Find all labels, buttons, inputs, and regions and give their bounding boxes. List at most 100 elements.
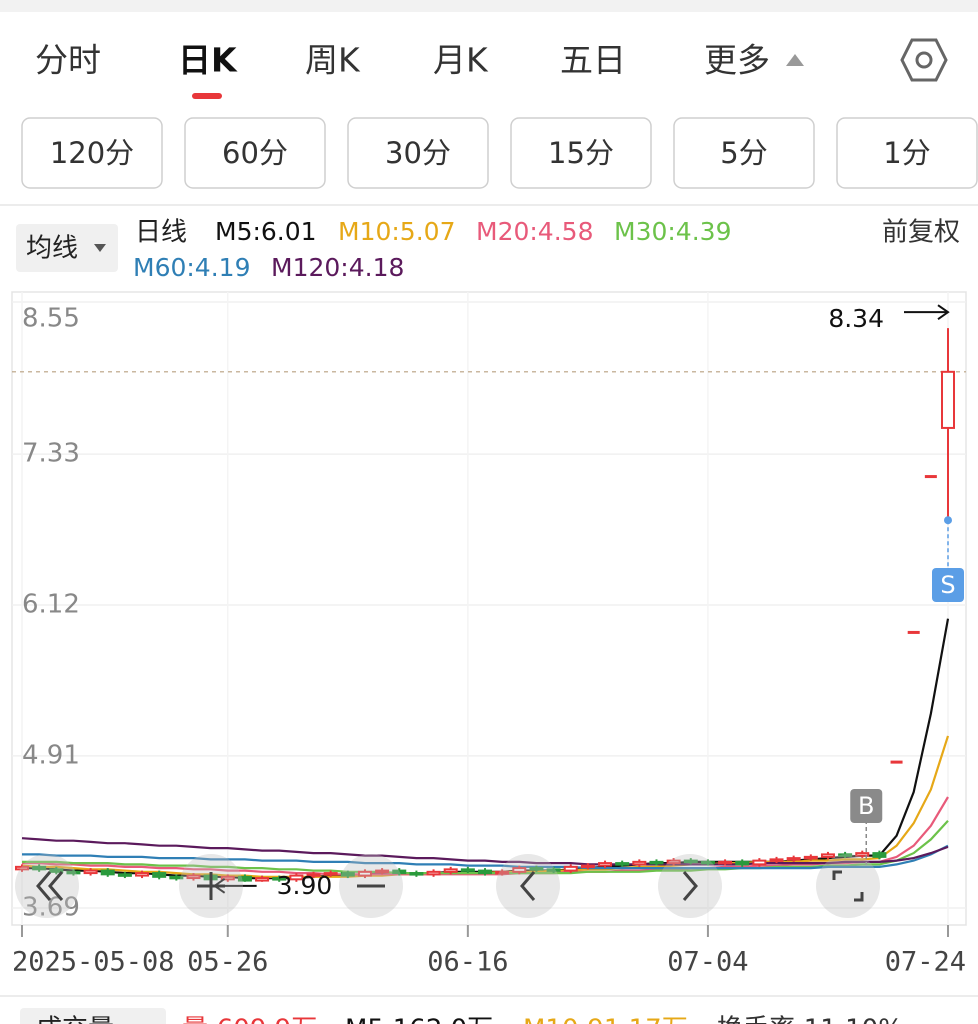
- candle-body: [409, 872, 424, 876]
- volume-selector-label: 成交量: [36, 1015, 114, 1024]
- candle-body: [220, 875, 235, 881]
- marker-dot: [944, 516, 952, 525]
- x-tick-label: 05-26: [187, 947, 268, 978]
- interval-label: 5分: [720, 136, 767, 170]
- x-tick-label: 07-04: [667, 947, 748, 978]
- candle-body: [786, 857, 801, 861]
- candle-layer: [15, 328, 955, 882]
- tab-indicator: [192, 93, 222, 99]
- x-tick-label: 06-16: [427, 947, 508, 978]
- candle-body: [615, 862, 630, 866]
- volume-stat: 换手率:11.10%: [717, 1015, 903, 1024]
- candle-body: [443, 868, 458, 873]
- candle-body: [323, 872, 338, 876]
- adjust-label[interactable]: 前复权: [882, 218, 960, 248]
- candle-body: [718, 860, 733, 865]
- nav-first[interactable]: [15, 854, 79, 918]
- settings-icon[interactable]: [900, 38, 948, 82]
- y-tick-label: 4.91: [22, 740, 80, 770]
- trade-marker-label: S: [940, 571, 955, 599]
- grid-layer: 3.69 4.91 6.12 7.33 8.55 2025-05-08 05-26 06-16…: [12, 292, 966, 978]
- interval-button[interactable]: [347, 117, 489, 189]
- candle-body: [49, 868, 64, 873]
- candle-body: [340, 872, 355, 877]
- candle-body: [272, 877, 287, 881]
- nav-button: [816, 854, 880, 918]
- nav-next[interactable]: [658, 854, 722, 918]
- tab[interactable]: 更多: [704, 41, 770, 80]
- tab[interactable]: 分时: [35, 41, 101, 80]
- chart-frame: [11, 291, 967, 926]
- nav-zoom-out[interactable]: [339, 854, 403, 918]
- candle-body: [546, 868, 561, 872]
- volume-stat: M5:162.0万: [345, 1015, 493, 1024]
- gear-hole: [915, 51, 933, 69]
- candle-body: [117, 873, 132, 877]
- candle-body: [820, 853, 835, 858]
- interval-label: 15分: [548, 136, 614, 170]
- volume-stat: 量:609.9万: [182, 1015, 317, 1024]
- candle-body: [941, 370, 955, 429]
- candle-body: [580, 864, 595, 869]
- candle-body: [683, 859, 698, 864]
- nav-button: [15, 854, 79, 918]
- ma-line: [21, 735, 950, 878]
- interval-button[interactable]: [184, 117, 326, 189]
- nav-icon: [36, 871, 64, 901]
- gear-hex: [900, 38, 948, 82]
- interval-button[interactable]: [673, 117, 815, 189]
- candle-body: [752, 859, 767, 866]
- y-tick-label: 6.12: [22, 590, 80, 620]
- x-tick-label: 07-24: [885, 947, 966, 978]
- nav-zoom-in[interactable]: [179, 854, 243, 918]
- trade-marker: [850, 789, 883, 823]
- ma-layer: [21, 618, 950, 880]
- annotation-arrowhead: [937, 304, 950, 321]
- ma-line: [22, 618, 950, 880]
- ma-selector-arrow: [94, 244, 106, 252]
- volume-stat: M10:91.17万: [523, 1015, 688, 1024]
- tab[interactable]: 月K: [433, 41, 489, 80]
- trade-marker: [932, 568, 964, 602]
- tab[interactable]: 日K: [178, 41, 238, 80]
- candle-body: [375, 869, 390, 874]
- nav-button: [496, 854, 560, 918]
- candle-body: [152, 872, 167, 878]
- candle-body: [306, 873, 321, 877]
- y-tick-label: 3.69: [22, 893, 80, 923]
- nav-prev[interactable]: [496, 854, 560, 918]
- nav-overlay: [15, 854, 880, 918]
- nav-icon: [832, 870, 864, 902]
- candle-body: [924, 475, 937, 479]
- more-arrow[interactable]: [786, 54, 804, 66]
- nav-fullscreen[interactable]: [816, 854, 880, 918]
- legend-entry: M10:5.07: [338, 217, 455, 246]
- candle-body: [890, 760, 903, 764]
- legend-entry: M20:4.58: [476, 217, 593, 246]
- candle-body: [100, 869, 115, 876]
- interval-button[interactable]: [21, 117, 163, 189]
- ma-selector[interactable]: [16, 224, 118, 272]
- x-tick-label: 2025-05-08: [12, 947, 175, 978]
- volume-selector[interactable]: [20, 1008, 166, 1024]
- ma-selector-label: 均线: [26, 234, 78, 264]
- period-label: 日线: [135, 218, 187, 248]
- interval-button[interactable]: [510, 117, 652, 189]
- candle-body: [769, 858, 784, 862]
- candle-body: [169, 875, 184, 880]
- candle-body: [598, 862, 613, 867]
- legend-entry: M30:4.39: [614, 217, 731, 246]
- y-tick-label: 8.55: [22, 304, 80, 334]
- candle-body: [855, 852, 870, 857]
- candle-body: [255, 877, 270, 882]
- tab[interactable]: 周K: [305, 41, 361, 80]
- candle-body: [632, 860, 647, 866]
- legend-entry: M120:4.18: [271, 253, 404, 282]
- tab[interactable]: 五日: [560, 41, 626, 80]
- candle-body: [735, 860, 750, 866]
- interval-button[interactable]: [836, 117, 978, 189]
- y-tick-label: 7.33: [22, 439, 80, 469]
- candle-body: [872, 852, 887, 858]
